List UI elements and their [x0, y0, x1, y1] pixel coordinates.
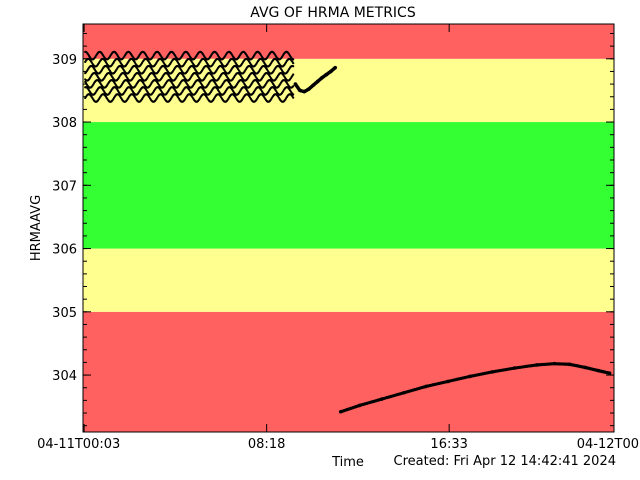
data-point: [607, 371, 612, 375]
x-tick-label: 16:33: [430, 437, 467, 452]
data-point: [292, 65, 295, 68]
band-4: [83, 24, 614, 59]
data-point: [292, 96, 295, 99]
created-timestamp: Created: Fri Apr 12 14:42:41 2024: [394, 454, 616, 469]
data-point: [292, 85, 295, 88]
y-axis-label: HRMAAVG: [29, 195, 44, 261]
data-points: [84, 50, 612, 414]
y-tick-label: 307: [52, 179, 77, 194]
x-tick-label: 04-12T00: [577, 437, 639, 452]
y-tick-label: 304: [52, 369, 77, 384]
chart-title: AVG OF HRMA METRICS: [250, 5, 416, 21]
x-axis-label: Time: [331, 455, 364, 470]
data-point: [292, 62, 295, 65]
x-tick-label: 04-11T00:03: [37, 437, 120, 452]
band-1: [83, 248, 614, 312]
y-tick-label: 305: [52, 306, 77, 321]
y-tick-label: 306: [52, 243, 77, 258]
band-0: [83, 311, 614, 432]
data-point: [292, 58, 295, 61]
y-tick-label: 308: [52, 116, 77, 131]
band-2: [83, 122, 614, 249]
data-point: [292, 93, 295, 96]
axis-ticks: 304 305 306 307 308 309 04-11T00:03 08:18 16:33 0…: [37, 24, 639, 452]
background-bands: [83, 24, 614, 432]
band-3: [83, 58, 614, 123]
y-tick-label: 309: [52, 53, 77, 68]
plot-frame: [82, 23, 615, 433]
data-point: [292, 73, 295, 76]
data-point: [333, 65, 338, 70]
x-tick-label: 08:18: [248, 437, 285, 452]
